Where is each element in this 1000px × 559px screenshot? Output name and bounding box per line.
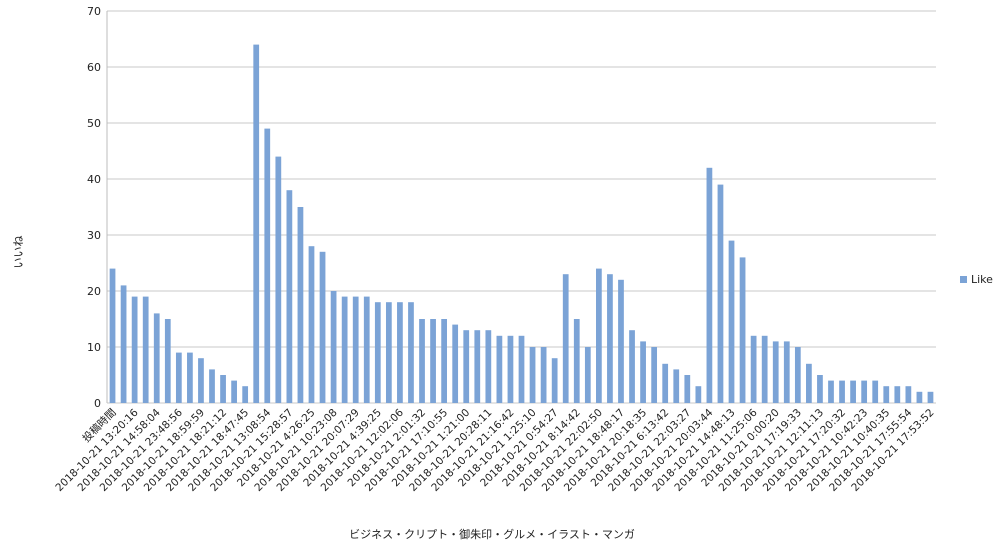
bar [673,369,680,403]
bar [728,240,735,403]
bar [164,319,171,403]
y-tick-label: 40 [87,173,101,186]
bar [441,319,448,403]
bar [275,156,282,403]
bar [286,190,293,403]
bar [319,251,326,403]
bar [408,302,414,403]
y-tick-label: 70 [87,5,101,18]
bar [772,341,779,403]
bar [496,335,503,403]
y-tick-label: 30 [87,229,101,242]
bar [120,285,127,403]
bar [142,296,149,403]
bar [198,358,204,403]
bar [231,380,237,403]
bar [828,380,834,403]
bar [761,335,768,403]
bar [706,167,713,403]
bar [894,386,901,403]
bar [794,347,801,403]
legend-label: Like [971,273,993,286]
bar [187,352,193,403]
bar [452,324,459,403]
y-tick-label: 20 [87,285,101,298]
bar [352,296,359,403]
bar [264,128,271,403]
bar [374,302,381,403]
bar [839,380,845,403]
bar [695,386,702,403]
bar [341,296,348,403]
bar [474,330,481,403]
bar [916,391,923,403]
bar [739,257,746,403]
bar [717,184,724,403]
bar [562,274,569,403]
bar [607,274,613,403]
bar [220,375,226,403]
bar [905,386,912,403]
bar [850,380,856,403]
bar [662,363,669,403]
bar [540,347,547,403]
bar [584,347,591,403]
bar [684,375,691,403]
bar [297,207,304,403]
bar [363,296,370,403]
bar [817,375,823,403]
bar [330,291,337,403]
bar [109,268,116,403]
bar [529,347,536,403]
y-tick-label: 50 [87,117,101,130]
bar [308,246,315,403]
bar [175,352,182,403]
y-tick-label: 10 [87,341,101,354]
bar [806,363,812,403]
y-tick-label: 60 [87,61,101,74]
bar [153,313,160,403]
bar [629,330,635,403]
legend: Like [960,273,993,286]
bar [618,279,624,403]
bar [872,380,879,403]
bar [551,358,558,403]
y-axis-title: いいね [12,236,25,269]
gridlines [106,10,936,404]
bar [463,330,470,403]
bars [109,44,934,403]
bar [507,335,514,403]
bar [651,347,658,403]
bar [573,319,580,403]
bar [397,302,403,403]
bar [861,380,868,403]
bar [430,319,436,403]
bar [595,268,602,403]
bar [253,44,260,403]
bar [242,386,249,403]
y-tick-label: 0 [94,397,101,410]
legend-swatch [960,276,967,283]
bar [518,335,525,403]
bar [783,341,790,403]
bar [385,302,392,403]
bar [485,330,492,403]
bar [927,391,934,403]
bar [419,319,425,403]
y-tick-labels: 0 10 20 30 40 50 60 70 [87,5,101,410]
bar [209,369,215,403]
bar [131,296,138,403]
bar [640,341,646,403]
x-axis-title: ビジネス・クリプト・御朱印・グルメ・イラスト・マンガ [349,527,635,541]
bar [750,335,757,403]
bar [883,386,890,403]
